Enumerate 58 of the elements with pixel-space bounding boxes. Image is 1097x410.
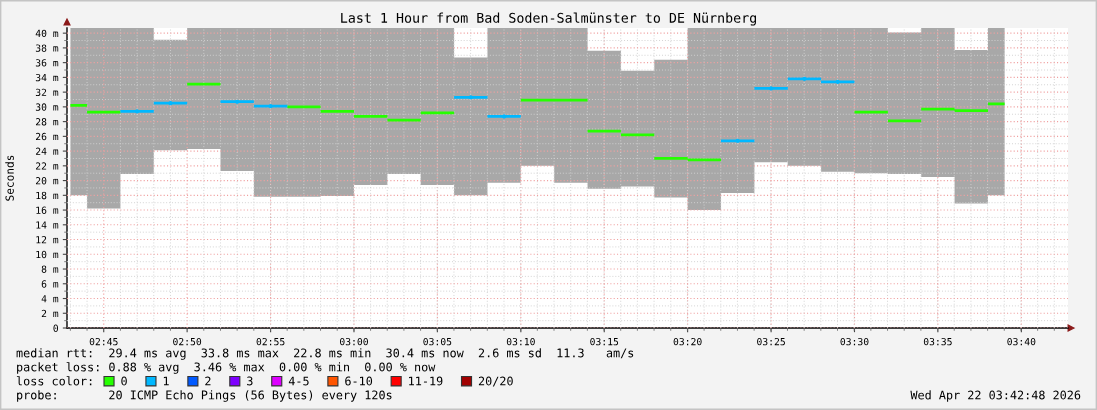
y-tick-label: 38 m — [35, 44, 59, 52]
text: median rtt: 29.4 ms avg 33.8 ms max 22.8 ms min 30.4 ms now 2.6 ms sd 11.3 am/s — [16, 348, 634, 360]
x-tick-label: 02:55 — [256, 337, 285, 346]
x-tick-label: 03:25 — [757, 337, 785, 346]
y-tick-label: 16 m — [36, 206, 59, 214]
point — [134, 109, 140, 114]
y-tick-label: 10 m — [36, 250, 59, 259]
y-tick-label: 14 m — [36, 221, 59, 229]
y-tick-label: 22 m — [35, 162, 59, 170]
x-tick-label: 03:35 — [923, 337, 952, 346]
y-tick-label: 12 m — [36, 236, 59, 244]
x-tick-label: 03:30 — [840, 337, 869, 346]
y-tick-label: 6 m — [41, 280, 59, 288]
y-tick-label: 32 m — [35, 88, 59, 96]
y-tick-label: 8 m — [41, 265, 59, 273]
x-tick-label: 03:20 — [673, 337, 702, 346]
point — [802, 76, 807, 81]
y-axis-title: Seconds — [5, 155, 14, 201]
point — [769, 86, 774, 91]
chart-title: Last 1 Hour from Bad Soden-Salmünster to DE Nürnberg — [341, 12, 756, 26]
y-tick-label: 18 m — [36, 191, 59, 200]
point — [835, 79, 840, 84]
point — [168, 101, 173, 106]
y-tick-label: 36 m — [35, 59, 59, 67]
point — [502, 114, 507, 119]
y-tick-label: 30 m — [35, 103, 59, 111]
legend-label: 3 — [247, 376, 253, 386]
legend-title: loss color: — [16, 376, 92, 386]
point — [268, 104, 273, 109]
legend-label: 6-10 — [345, 376, 373, 386]
legend-label: 11-19 — [409, 376, 443, 386]
y-tick-label: 34 m — [35, 73, 59, 82]
text: probe: 20 ICMP Echo Pings (56 Bytes) every 120s — [17, 390, 392, 402]
legend-label: 20/20 — [478, 376, 513, 387]
y-tick-label: 24 m — [35, 147, 59, 155]
text: packet loss: 0.88 % avg 3.46 % max 0.00 % min 0.00 % now — [17, 362, 436, 374]
point — [468, 95, 473, 100]
y-tick-label: 40 m — [35, 29, 59, 38]
x-tick-label: 03:05 — [423, 337, 452, 346]
x-tick-label: 03:40 — [1007, 337, 1036, 346]
x-tick-label: 02:50 — [173, 337, 202, 346]
y-tick-label: 2 m — [41, 309, 59, 317]
legend-label: 0 — [121, 376, 127, 386]
y-tick-label: 26 m — [35, 132, 59, 141]
text: Wed Apr 22 03:42:48 2026 — [910, 390, 1081, 402]
x-tick-label: 03:10 — [506, 337, 535, 346]
point — [235, 99, 240, 104]
y-tick-label: 0 — [53, 324, 59, 332]
x-tick-label: 03:00 — [339, 337, 368, 346]
legend-label: 1 — [163, 376, 169, 386]
point — [735, 138, 740, 143]
x-tick-label: 03:15 — [590, 337, 619, 346]
legend-label: 4-5 — [288, 376, 309, 386]
legend-label: 2 — [205, 376, 211, 386]
y-tick-label: 28 m — [35, 118, 59, 126]
y-tick-label: 4 m — [41, 295, 59, 303]
y-tick-label: 20 m — [35, 177, 59, 185]
x-tick-label: 02:45 — [89, 337, 118, 346]
